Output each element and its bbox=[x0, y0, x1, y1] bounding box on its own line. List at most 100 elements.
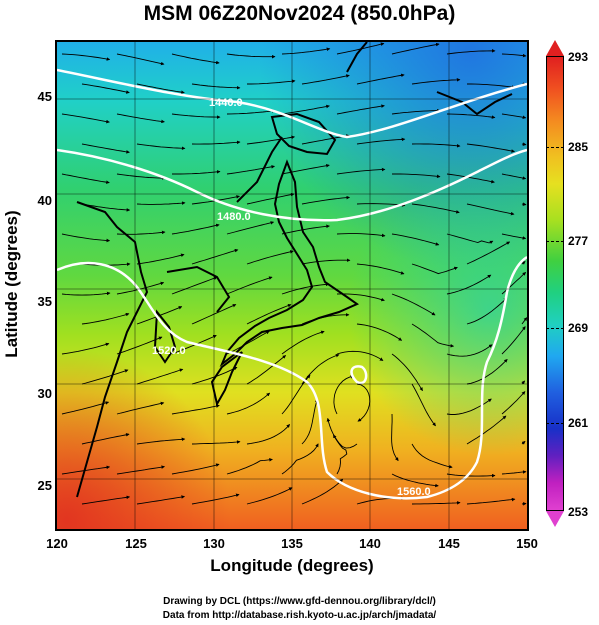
x-tick-label: 125 bbox=[125, 536, 147, 551]
streamline bbox=[81, 433, 130, 445]
streamline bbox=[247, 79, 296, 85]
y-tick-label: 35 bbox=[37, 294, 52, 309]
contour-label-1520: 1520.0 bbox=[152, 345, 186, 357]
streamline bbox=[446, 274, 492, 295]
streamline bbox=[466, 203, 515, 216]
x-tick-label: 120 bbox=[46, 536, 68, 551]
streamline bbox=[336, 167, 386, 175]
height-contours bbox=[57, 68, 527, 500]
streamline bbox=[246, 135, 295, 145]
streamline bbox=[226, 276, 273, 295]
streamline bbox=[466, 415, 507, 445]
streamline bbox=[116, 173, 166, 180]
streamline bbox=[501, 326, 526, 355]
streamline bbox=[521, 380, 525, 385]
x-tick-label: 145 bbox=[438, 536, 460, 551]
streamline bbox=[281, 47, 331, 55]
colorbar-top-triangle bbox=[546, 40, 564, 56]
streamline bbox=[411, 78, 461, 85]
streamline bbox=[61, 291, 111, 296]
y-tick-label: 30 bbox=[37, 386, 52, 401]
streamline bbox=[81, 83, 130, 94]
contour-labels: 1440.0 1480.0 1520.0 1560.0 bbox=[152, 97, 431, 498]
streamline bbox=[136, 253, 185, 265]
streamline bbox=[336, 233, 386, 238]
streamline bbox=[136, 495, 185, 505]
streamline bbox=[466, 241, 511, 265]
streamline bbox=[391, 413, 399, 462]
streamline bbox=[466, 143, 515, 153]
streamline bbox=[191, 440, 241, 445]
streamline bbox=[467, 83, 516, 89]
streamline bbox=[411, 143, 461, 148]
credit-drawing: Drawing by DCL (https://www.gfd-dennou.o… bbox=[163, 596, 436, 607]
streamline bbox=[246, 250, 294, 265]
streamline bbox=[136, 437, 186, 445]
streamline bbox=[446, 398, 492, 415]
streamline bbox=[446, 233, 494, 245]
chart-title: MSM 06Z20Nov2024 (850.0hPa) bbox=[143, 2, 456, 25]
streamline bbox=[171, 223, 220, 235]
streamline bbox=[136, 83, 185, 94]
streamline bbox=[281, 443, 319, 475]
colorbar-tick-label: 253 bbox=[568, 505, 589, 519]
colorbar-tick-mark bbox=[546, 241, 564, 242]
streamline bbox=[521, 202, 527, 206]
x-axis-label: Longitude (degrees) bbox=[210, 556, 374, 575]
streamline bbox=[281, 224, 330, 235]
streamline bbox=[333, 375, 355, 415]
streamline bbox=[116, 113, 165, 124]
streamline bbox=[336, 293, 385, 302]
streamline bbox=[81, 203, 131, 212]
colorbar-tick-label: 293 bbox=[568, 50, 589, 64]
streamline bbox=[281, 282, 330, 295]
streamline bbox=[171, 53, 220, 65]
streamline bbox=[301, 478, 344, 505]
streamline bbox=[411, 501, 461, 505]
streamline bbox=[356, 137, 406, 145]
streamline bbox=[246, 487, 293, 505]
streamline bbox=[81, 143, 130, 154]
streamline bbox=[501, 233, 527, 240]
streamline bbox=[61, 233, 111, 243]
streamline bbox=[521, 261, 526, 265]
streamline bbox=[191, 83, 241, 90]
streamline bbox=[226, 330, 270, 355]
colorbar-tick-label: 269 bbox=[568, 321, 589, 335]
streamline bbox=[191, 140, 241, 145]
streamline bbox=[226, 165, 275, 175]
streamline bbox=[391, 108, 441, 115]
streamline bbox=[411, 203, 460, 214]
colorbar-tick-mark bbox=[546, 423, 564, 424]
streamline bbox=[171, 276, 218, 295]
streamline bbox=[226, 221, 275, 235]
streamline bbox=[61, 465, 111, 475]
streamline bbox=[521, 441, 526, 445]
streamline bbox=[81, 312, 130, 325]
streamline bbox=[446, 173, 495, 184]
streamline bbox=[446, 473, 496, 478]
x-tick-label: 150 bbox=[516, 536, 538, 551]
streamline bbox=[61, 173, 110, 184]
streamline bbox=[301, 74, 350, 85]
streamline bbox=[446, 113, 496, 119]
streamline bbox=[392, 173, 441, 179]
streamline bbox=[501, 173, 527, 180]
streamline bbox=[226, 53, 276, 59]
streamline bbox=[391, 293, 436, 316]
streamline bbox=[61, 113, 110, 124]
streamline bbox=[136, 368, 184, 385]
contour-label-1480: 1480.0 bbox=[217, 211, 251, 223]
streamline bbox=[391, 42, 440, 55]
y-tick-label: 45 bbox=[37, 89, 52, 104]
y-tick-label: 40 bbox=[37, 193, 52, 208]
streamline bbox=[61, 53, 111, 61]
streamline bbox=[411, 383, 436, 427]
streamline bbox=[336, 104, 385, 115]
streamline bbox=[446, 344, 493, 357]
streamline bbox=[301, 258, 351, 265]
streamline bbox=[116, 53, 165, 66]
streamline bbox=[356, 263, 405, 275]
streamline bbox=[501, 470, 527, 475]
streamline bbox=[171, 334, 217, 355]
